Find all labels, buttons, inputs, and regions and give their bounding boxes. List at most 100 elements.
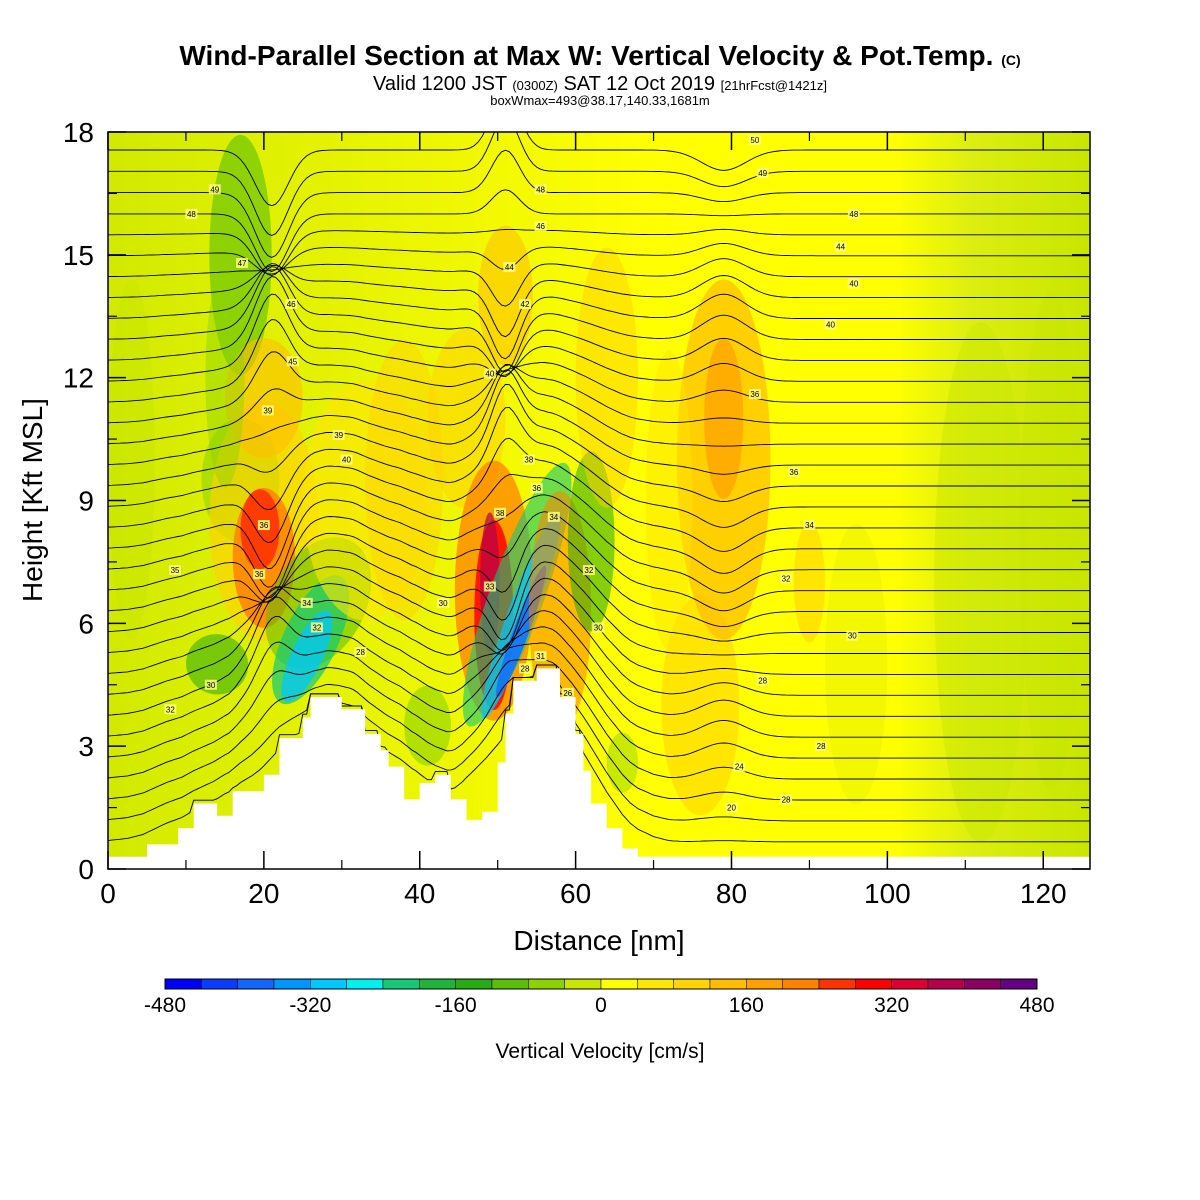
contour-label-bg-18: [534, 184, 547, 195]
contour-label-bg-2: [185, 208, 198, 219]
contour-label-bg-26: [547, 511, 560, 522]
contour-label-6: 39: [263, 406, 272, 415]
contour-label-bg-14: [204, 679, 217, 690]
contour-label-bg-45: [815, 741, 828, 752]
colorbar-bin-5: [310, 978, 347, 990]
contour-label-3: 47: [238, 259, 247, 268]
theta-contour-1: [108, 664, 1090, 843]
theta-contour-28: [108, 258, 1090, 307]
velocity-blob-6: [224, 338, 303, 459]
terrain: [108, 668, 1090, 869]
contour-label-44: 28: [758, 677, 767, 686]
chart-title: Wind-Parallel Section at Max W: Vertical…: [0, 40, 1200, 72]
contour-label-38: 40: [826, 320, 835, 329]
theta-contour-22: [108, 319, 1090, 403]
colorbar-bin-11: [528, 978, 565, 990]
contour-label-bg-8: [340, 454, 353, 465]
contour-label-20: 44: [505, 263, 514, 272]
theta-contour-15: [108, 474, 1090, 574]
contour-label-48: 20: [727, 804, 736, 813]
colorbar-tick-0: 0: [595, 994, 607, 1017]
valid-date: SAT 12 Oct 2019: [563, 73, 716, 95]
velocity-blob-13: [404, 685, 451, 766]
contour-label-bg-6: [261, 405, 274, 416]
theta-contour-27: [108, 265, 1090, 338]
chart-subtitle: Valid 1200 JST (0300Z) SAT 12 Oct 2019 […: [0, 73, 1200, 96]
colorbar-tick--480: -480: [144, 994, 186, 1017]
contour-label-bg-24: [530, 483, 543, 494]
velocity-blob-9: [281, 610, 333, 702]
contour-label-33: 50: [750, 136, 759, 145]
theta-contour-3: [108, 664, 1090, 801]
velocity-blob-25: [676, 279, 771, 640]
velocity-blob-29: [793, 522, 826, 643]
contour-label-30: 31: [536, 652, 545, 661]
y-tick-label-18: 18: [63, 117, 94, 148]
velocity-blob-35: [606, 732, 638, 793]
theta-contour-21: [108, 351, 1090, 424]
y-tick-label-0: 0: [78, 854, 94, 885]
colorbar-bin-6: [346, 978, 384, 990]
contour-label-bg-23: [522, 454, 535, 465]
contour-label-bg-36: [834, 241, 847, 252]
colorbar-bin-7: [382, 978, 420, 990]
contour-label-bg-30: [534, 651, 547, 662]
theta-contour-34: [108, 132, 1090, 207]
contour-label-bg-21: [518, 298, 531, 309]
contour-label-bg-10: [253, 569, 266, 580]
x-tick-label-20: 20: [248, 878, 279, 909]
colorbar-bin-17: [746, 978, 783, 990]
contour-label-36: 44: [836, 243, 845, 252]
contour-label-bg-48: [725, 802, 738, 813]
contour-label-bg-34: [756, 167, 769, 178]
theta-contour-31: [108, 189, 1090, 272]
theta-contour-32: [108, 149, 1090, 258]
colorbar-bin-15: [673, 978, 711, 990]
contour-label-bg-28: [582, 565, 595, 576]
contour-label-bg-32: [561, 687, 574, 698]
contour-label-40: 36: [789, 468, 798, 477]
colorbar-title: Vertical Velocity [cm/s]: [496, 1040, 705, 1063]
contour-label-bg-41: [803, 520, 816, 531]
colorbar-bin-12: [564, 978, 602, 990]
contour-label-12: 34: [302, 599, 311, 608]
contour-label-bg-3: [236, 258, 249, 269]
x-tick-label-80: 80: [716, 878, 747, 909]
colorbar-bin-4: [273, 978, 311, 990]
colorbar: -480 -320 -160 0 160 320 480: [144, 978, 1055, 1017]
velocity-blob-32: [1019, 291, 1083, 792]
contour-label-bg-9: [257, 520, 270, 531]
theta-contour-25: [108, 266, 1090, 373]
velocity-blob-24: [575, 247, 638, 508]
contour-label-28: 32: [584, 566, 593, 575]
theta-contour-19: [108, 369, 1090, 475]
box-info: boxWmax=493@38.17,140.33,1681m: [490, 93, 710, 108]
contour-label-bg-15: [164, 704, 177, 715]
contour-label-bg-20: [503, 262, 516, 273]
contour-label-18: 48: [536, 185, 545, 194]
velocity-blob-26: [704, 338, 744, 499]
contour-label-bg-44: [756, 675, 769, 686]
contour-label-bg-31: [518, 663, 531, 674]
chart-title-text: Wind-Parallel Section at Max W: Vertical…: [179, 40, 994, 71]
theta-contour-30: [108, 228, 1090, 276]
x-tick-label-60: 60: [560, 878, 591, 909]
contour-label-19: 46: [536, 222, 545, 231]
velocity-blob-34: [205, 267, 245, 488]
contour-label-9: 36: [259, 521, 268, 530]
theta-contour-14: [108, 494, 1090, 594]
contour-label-47: 28: [782, 795, 791, 804]
x-tick-label-0: 0: [100, 878, 116, 909]
colorbar-bin-3: [237, 978, 275, 990]
contour-label-bg-11: [169, 565, 182, 576]
colorbar-bin-21: [891, 978, 929, 990]
contour-label-bg-17: [437, 597, 450, 608]
contour-label-27: 33: [485, 582, 494, 591]
contour-label-45: 28: [817, 742, 826, 751]
theta-contour-18: [108, 383, 1090, 502]
colorbar-bin-24: [1000, 978, 1038, 990]
contour-label-4: 46: [287, 300, 296, 309]
contour-label-bg-13: [310, 622, 323, 633]
velocity-blob-10: [186, 634, 249, 695]
